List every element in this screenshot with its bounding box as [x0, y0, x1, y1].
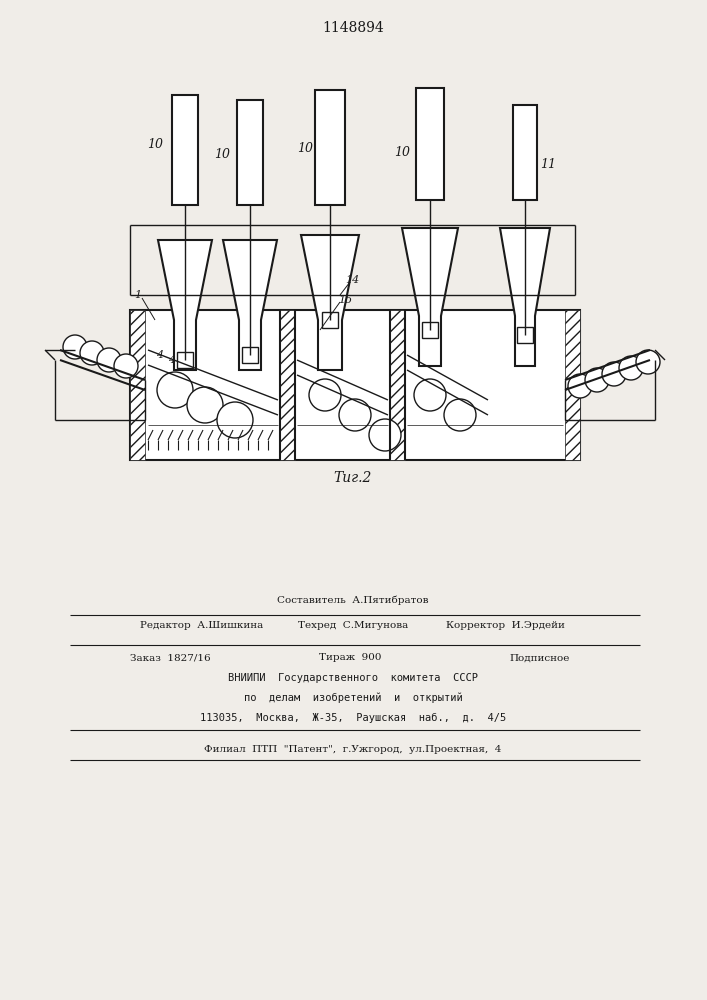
Circle shape — [97, 348, 121, 372]
Polygon shape — [565, 310, 580, 460]
Text: 10: 10 — [214, 148, 230, 161]
Text: Τиг.2: Τиг.2 — [334, 471, 372, 485]
Bar — [242, 347, 258, 363]
Bar — [237, 100, 263, 205]
Text: Тираж  900: Тираж 900 — [319, 654, 381, 662]
Circle shape — [157, 372, 193, 408]
Bar — [513, 105, 537, 200]
Bar — [315, 90, 345, 205]
Bar — [177, 352, 193, 368]
Circle shape — [619, 356, 643, 380]
Circle shape — [444, 399, 476, 431]
Polygon shape — [390, 310, 405, 460]
Text: по  делам  изобретений  и  открытий: по делам изобретений и открытий — [244, 693, 462, 703]
Text: Филиал  ПТП  "Патент",  г.Ужгород,  ул.Проектная,  4: Филиал ПТП "Патент", г.Ужгород, ул.Проек… — [204, 746, 502, 754]
Polygon shape — [500, 228, 550, 366]
Polygon shape — [130, 310, 145, 460]
Text: 11: 11 — [540, 158, 556, 172]
Text: Техред  С.Мигунова: Техред С.Мигунова — [298, 620, 408, 630]
Bar — [322, 312, 338, 328]
Bar — [172, 95, 198, 205]
Text: 10: 10 — [147, 138, 163, 151]
Text: Редактор  А.Шишкина: Редактор А.Шишкина — [140, 620, 263, 630]
Text: 15: 15 — [338, 295, 352, 305]
Text: Подписное: Подписное — [510, 654, 570, 662]
Polygon shape — [223, 240, 277, 370]
Text: 14: 14 — [345, 275, 359, 285]
Circle shape — [80, 341, 104, 365]
Text: 10: 10 — [394, 145, 410, 158]
Circle shape — [114, 354, 138, 378]
Text: 1: 1 — [134, 290, 141, 300]
Circle shape — [187, 387, 223, 423]
Polygon shape — [280, 310, 295, 460]
Text: 4: 4 — [156, 350, 163, 360]
Circle shape — [602, 362, 626, 386]
Circle shape — [63, 335, 87, 359]
Text: 1148894: 1148894 — [322, 21, 384, 35]
Text: ВНИИПИ  Государственного  комитета  СССР: ВНИИПИ Государственного комитета СССР — [228, 673, 478, 683]
Circle shape — [568, 374, 592, 398]
Polygon shape — [301, 235, 359, 370]
Circle shape — [217, 402, 253, 438]
Circle shape — [585, 368, 609, 392]
Text: 113035,  Москва,  Ж-35,  Раушская  наб.,  д.  4/5: 113035, Москва, Ж-35, Раушская наб., д. … — [200, 713, 506, 723]
Text: Заказ  1827/16: Заказ 1827/16 — [130, 654, 211, 662]
Text: 4: 4 — [168, 355, 175, 365]
Bar — [416, 88, 444, 200]
Circle shape — [414, 379, 446, 411]
Polygon shape — [402, 228, 458, 366]
Bar — [422, 322, 438, 338]
Bar — [130, 310, 580, 460]
Text: Корректор  И.Эрдейи: Корректор И.Эрдейи — [446, 620, 565, 630]
Circle shape — [309, 379, 341, 411]
Circle shape — [339, 399, 371, 431]
Text: 10: 10 — [297, 141, 313, 154]
Text: Составитель  А.Пятибратов: Составитель А.Пятибратов — [277, 595, 428, 605]
Circle shape — [369, 419, 401, 451]
Polygon shape — [158, 240, 212, 370]
Circle shape — [636, 350, 660, 374]
Bar — [517, 327, 533, 343]
